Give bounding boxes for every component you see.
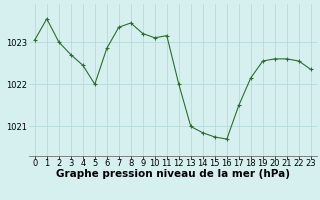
X-axis label: Graphe pression niveau de la mer (hPa): Graphe pression niveau de la mer (hPa): [56, 169, 290, 179]
